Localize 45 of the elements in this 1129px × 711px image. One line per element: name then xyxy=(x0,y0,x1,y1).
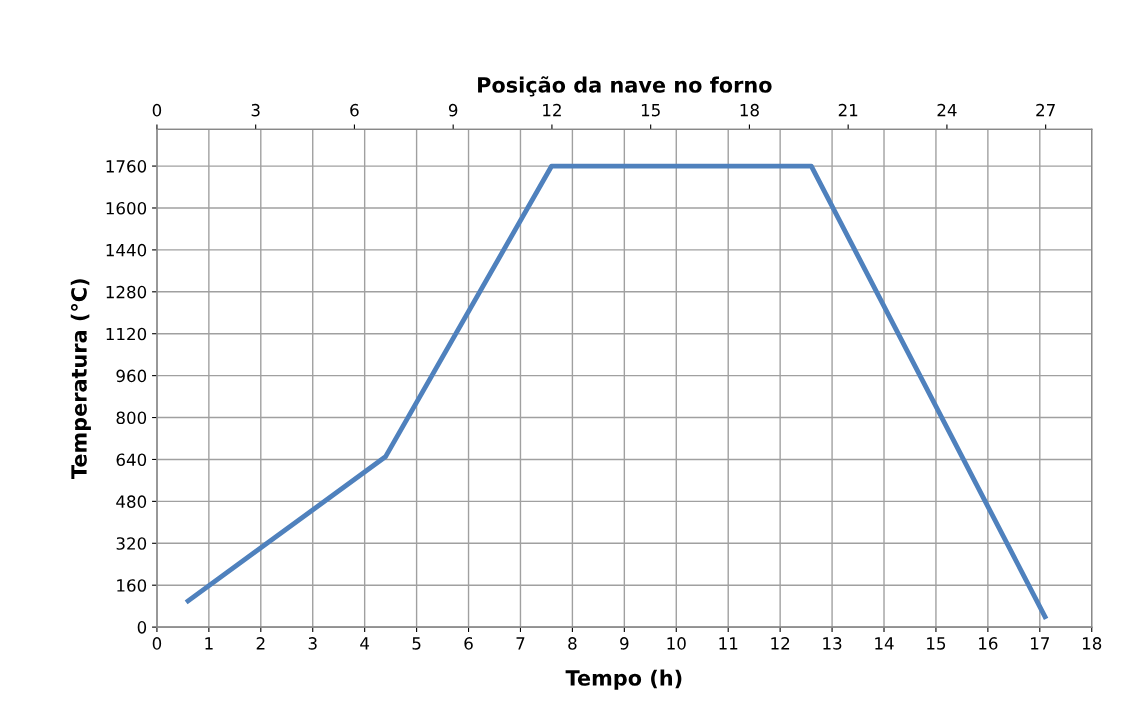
y-tick-label: 1120 xyxy=(106,327,147,341)
x-tick-label: 17 xyxy=(1031,637,1049,650)
y-tick-label: 480 xyxy=(116,495,147,508)
y-tick-label: 800 xyxy=(116,411,147,425)
x2-tick-label: 3 xyxy=(251,103,260,117)
x-tick-label: 9 xyxy=(620,637,629,650)
x-tick-label: 4 xyxy=(360,637,370,650)
y-tick-label: 1760 xyxy=(106,160,147,173)
x-tick-label: 7 xyxy=(516,637,525,650)
x-tick-label: 0 xyxy=(152,637,162,650)
x-tick-label: 13 xyxy=(823,637,842,650)
x-tick-label: 2 xyxy=(256,637,265,650)
x2-tick-label: 21 xyxy=(838,103,858,117)
x-axis-title: Tempo (h) xyxy=(565,669,682,690)
x-tick-label: 15 xyxy=(927,637,946,650)
y-tick-label: 1440 xyxy=(106,243,147,257)
x-tick-label: 6 xyxy=(464,637,473,650)
y-tick-label: 320 xyxy=(116,537,147,550)
x-tick-label: 18 xyxy=(1082,637,1102,650)
x2-tick-label: 18 xyxy=(740,103,759,117)
y-tick-label: 960 xyxy=(116,369,147,383)
x-tick-label: 12 xyxy=(771,637,790,650)
x2-tick-label: 9 xyxy=(448,103,458,117)
y-axis-title: Temperatura (°C) xyxy=(70,279,91,480)
x2-tick-label: 0 xyxy=(152,103,162,117)
x2-tick-label: 24 xyxy=(937,103,957,117)
y-tick-label: 160 xyxy=(117,579,147,592)
x-tick-label: 11 xyxy=(719,637,738,650)
x-tick-label: 3 xyxy=(308,637,317,650)
x-tick-label: 16 xyxy=(979,637,998,650)
x2-tick-label: 15 xyxy=(641,104,660,117)
x-tick-label: 10 xyxy=(667,637,686,650)
x2-tick-label: 12 xyxy=(543,103,561,117)
x2-tick-label: 6 xyxy=(350,103,359,117)
x-tick-label: 5 xyxy=(412,637,421,650)
y-tick-label: 1600 xyxy=(106,201,147,215)
x2-tick-label: 27 xyxy=(1036,103,1055,117)
line-series xyxy=(185,163,1048,620)
x-tick-label: 1 xyxy=(205,637,213,650)
y-tick-label: 1280 xyxy=(106,285,147,299)
x-tick-label: 8 xyxy=(568,637,577,650)
chart-title: Posição da nave no forno xyxy=(478,76,772,97)
y-tick-label: 640 xyxy=(116,453,147,467)
y-tick-label: 0 xyxy=(137,621,147,634)
x-tick-label: 14 xyxy=(875,637,894,650)
